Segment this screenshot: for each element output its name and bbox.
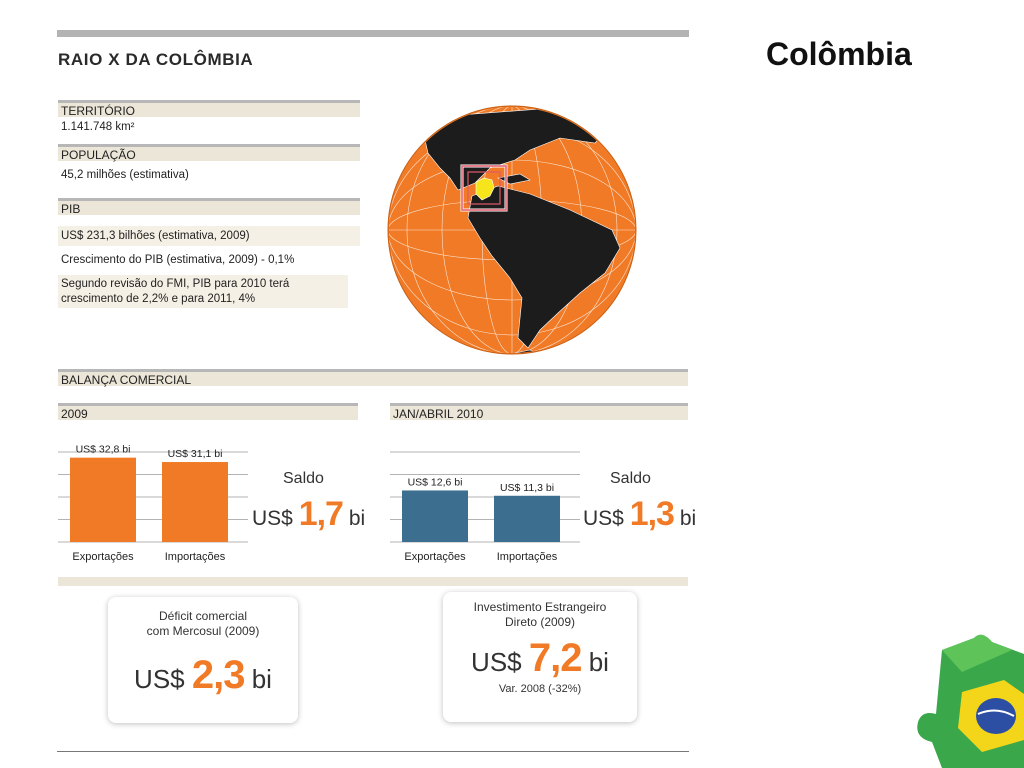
deficit-caption-2: com Mercosul (2009) [146,624,260,638]
top-rule [57,30,689,37]
bar-data-label: US$ 12,6 bi [408,476,463,488]
saldo-unit-2009: bi [348,507,366,530]
bottom-rule [57,751,689,752]
territorio-header: TERRITÓRIO [58,100,360,118]
pib-row-1: US$ 231,3 bilhões (estimativa, 2009) [58,226,360,246]
deficit-caption-1: Déficit comercial [158,609,248,623]
saldo-number-2009: 1,7 [298,495,344,533]
balanca-bottom-strip [58,577,688,586]
globe-map [387,105,637,355]
deficit-currency: US$ [134,664,185,694]
category-label: Importações [165,551,226,563]
slide-title: Colômbia [766,36,912,72]
saldo-number-2010: 1,3 [629,495,675,533]
pib-header: PIB [58,198,360,216]
saldo-label-2009: Saldo [283,470,324,487]
ied-caption-1: Investimento Estrangeiro [473,600,607,614]
bar-exportações [70,457,136,542]
ied-number: 7,2 [528,636,583,680]
saldo-value-2010: US$ 1,3 bi [583,495,696,534]
populacao-value: 45,2 milhões (estimativa) [61,169,189,181]
bar-importações [162,462,228,542]
bar-exportações [402,490,468,542]
pib-row-2: Crescimento do PIB (estimativa, 2009) - … [61,254,295,266]
ied-caption-2: Direto (2009) [504,615,576,629]
ied-card: Investimento Estrangeiro Direto (2009) U… [443,592,637,722]
puzzle-logo-icon [917,634,1024,768]
saldo-currency-2010: US$ [583,507,624,530]
deficit-card: Déficit comercial com Mercosul (2009) US… [108,597,298,723]
territorio-value: 1.141.748 km² [61,121,135,133]
bar-data-label: US$ 11,3 bi [500,482,554,494]
bar-data-label: US$ 32,8 bi [76,444,131,456]
infographic-title: RAIO X DA COLÔMBIA [58,50,254,69]
deficit-value: US$ 2,3 bi [108,653,298,698]
deficit-unit: bi [251,664,272,694]
saldo-value-2009: US$ 1,7 bi [252,495,365,534]
category-label: Exportações [72,551,134,563]
panel-2010-header: JAN/ABRIL 2010 [390,403,688,421]
populacao-header: POPULAÇÃO [58,144,360,162]
chart-2009: US$ 32,8 bi Exportações US$ 31,1 bi Importa… [58,444,248,563]
bar-importações [494,495,560,542]
saldo-currency-2009: US$ [252,507,293,530]
saldo-label-2010: Saldo [610,470,651,487]
category-label: Importações [497,551,558,563]
saldo-unit-2010: bi [679,507,697,530]
ied-value: US$ 7,2 bi [443,636,637,681]
category-label: Exportações [404,551,466,563]
ied-note: Var. 2008 (-32%) [498,683,582,695]
ied-currency: US$ [471,647,522,677]
deficit-number: 2,3 [191,653,246,697]
pib-row-3: Segundo revisão do FMI, PIB para 2010 te… [58,275,348,308]
balanca-header: BALANÇA COMERCIAL [58,369,688,387]
ied-unit: bi [588,647,609,677]
chart-2010: US$ 12,6 bi Exportações US$ 11,3 bi Importa… [390,451,580,563]
bar-data-label: US$ 31,1 bi [168,448,223,460]
panel-2009-header: 2009 [58,403,358,421]
